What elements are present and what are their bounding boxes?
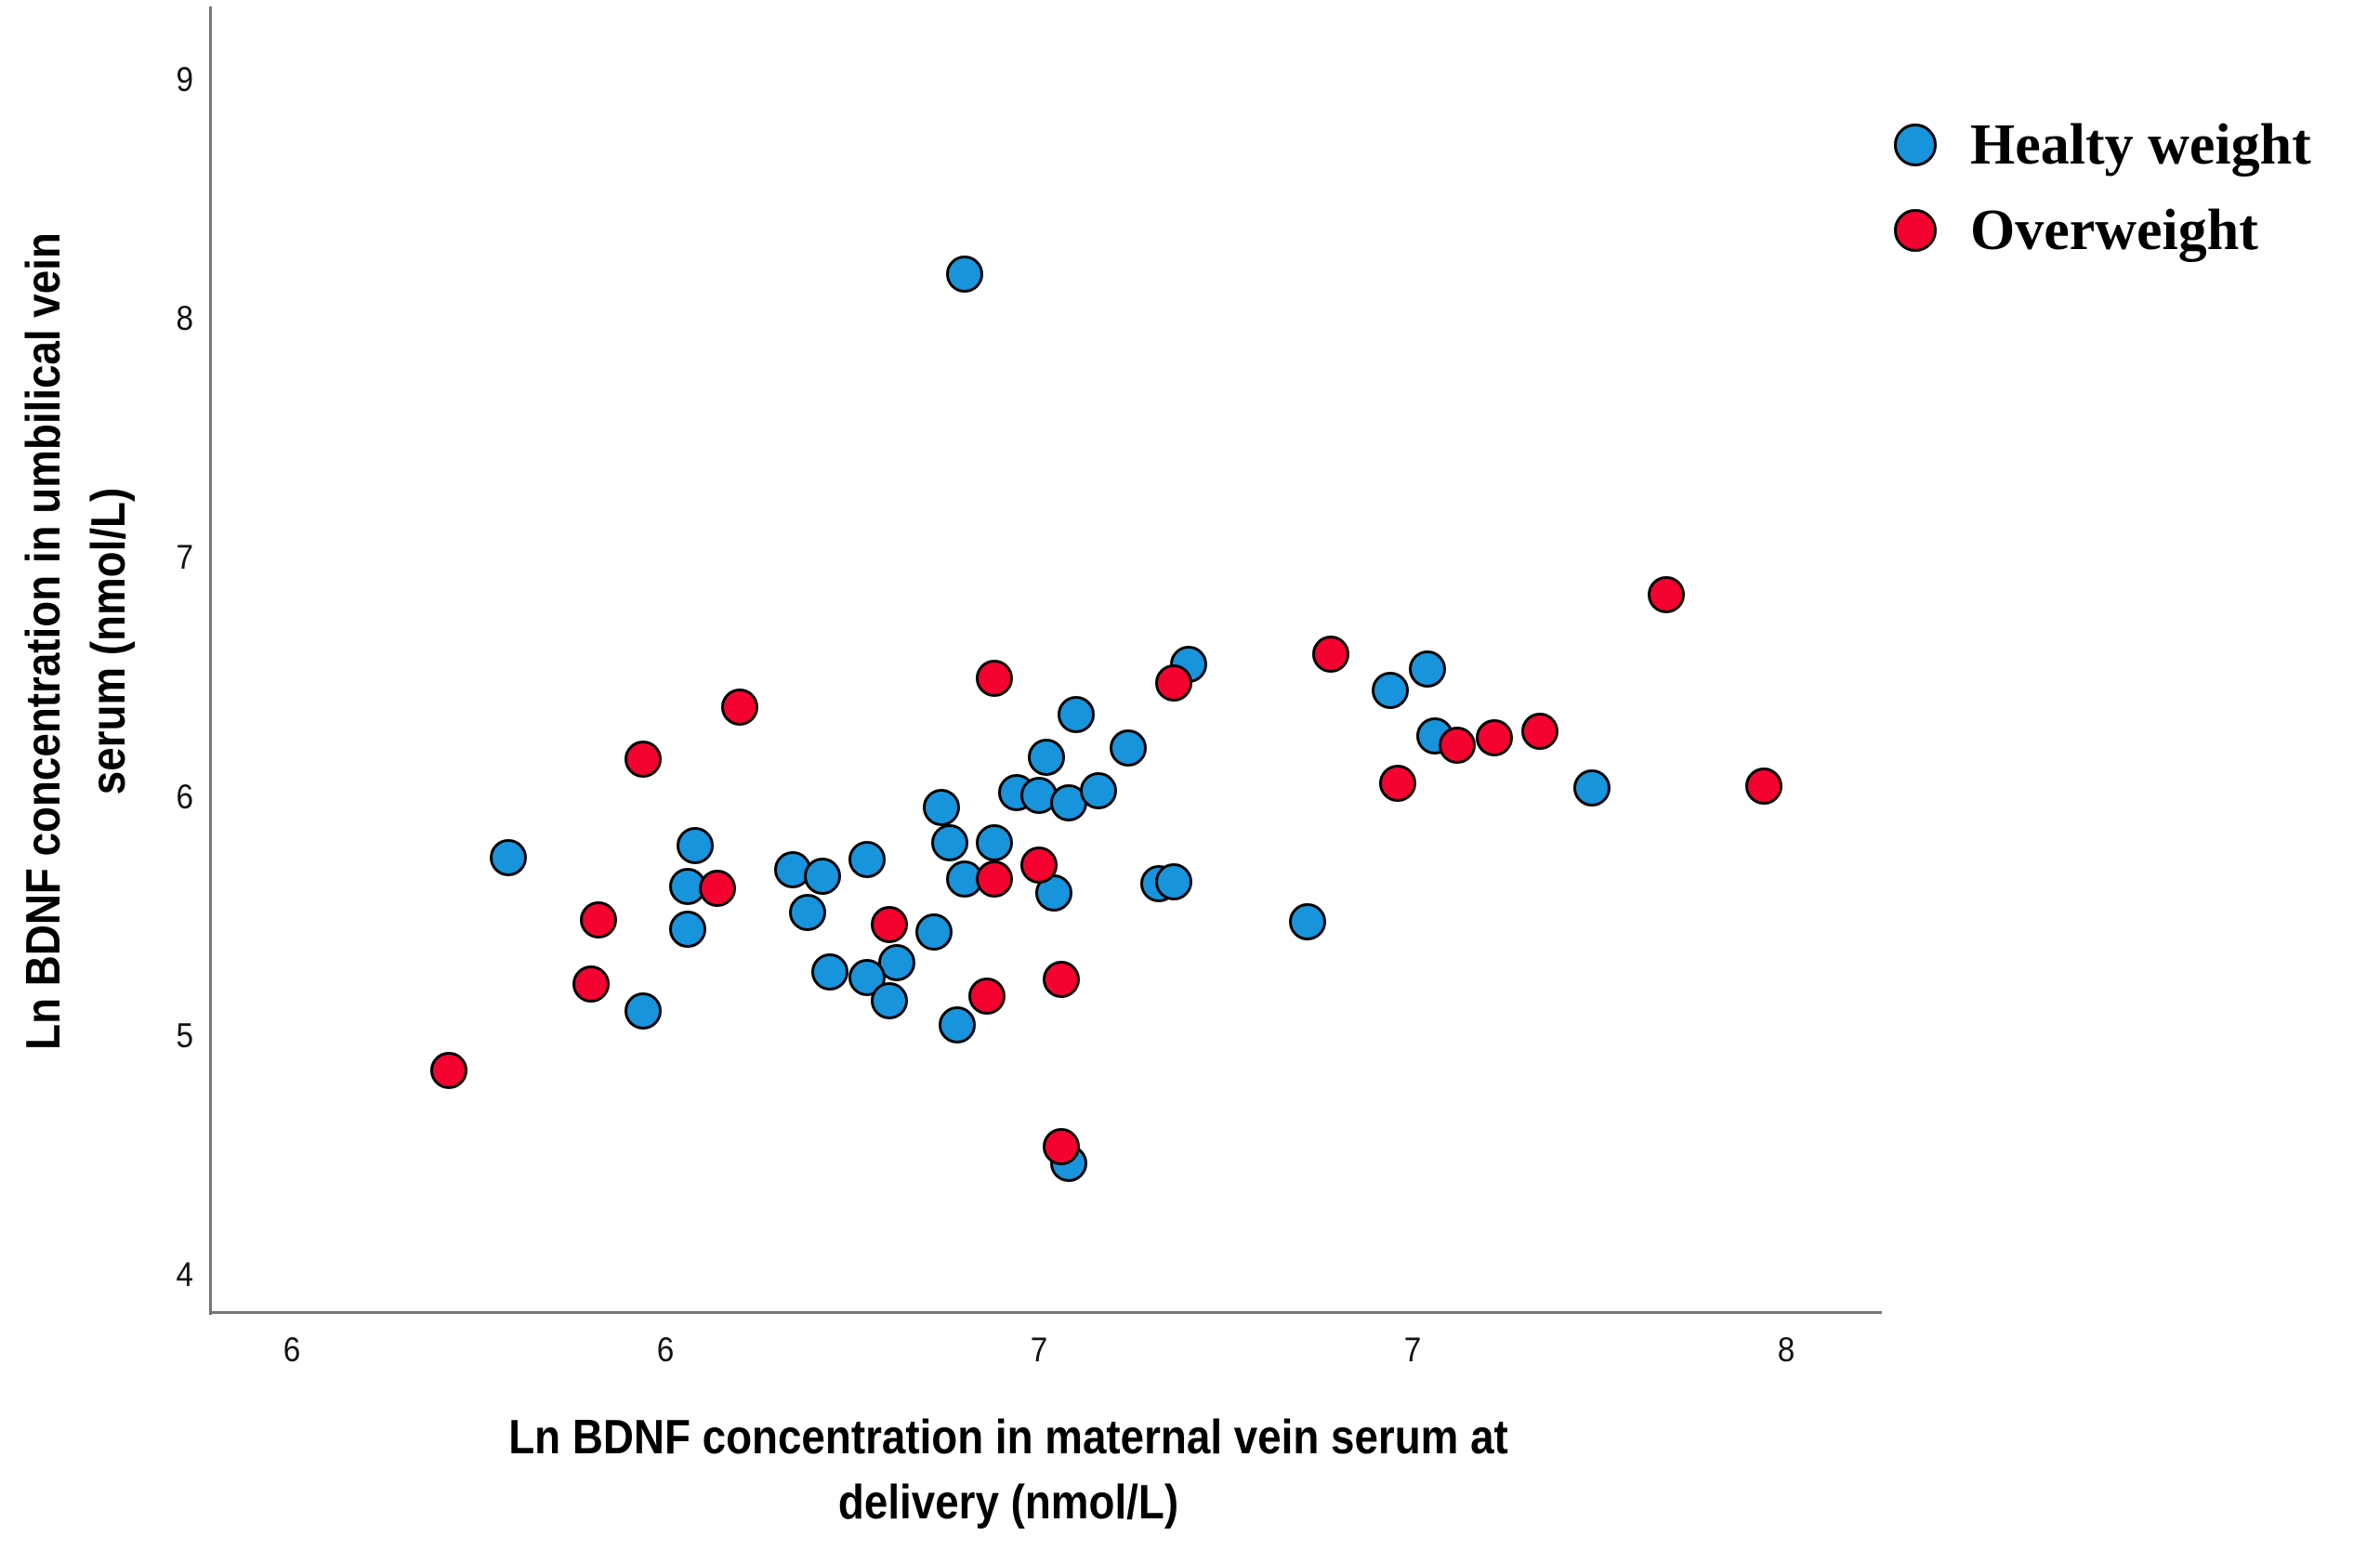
- data-point-overweight: [1520, 712, 1558, 750]
- x-tick-label: 6: [656, 1331, 675, 1369]
- legend-item-healthy-weight: Healty weight: [1894, 102, 2311, 188]
- legend-label-overweight: Overweight: [1970, 198, 2258, 262]
- data-point-healty-weight: [810, 953, 848, 991]
- x-tick-label: 8: [1777, 1331, 1795, 1369]
- data-point-overweight: [1476, 719, 1514, 757]
- x-axis-line: [209, 1311, 1882, 1314]
- data-point-overweight: [1043, 961, 1081, 999]
- overweight-marker-icon: [1894, 209, 1937, 252]
- data-point-healty-weight: [930, 824, 968, 862]
- x-tick-label: 7: [1030, 1331, 1048, 1369]
- y-tick-label: 9: [176, 60, 193, 98]
- legend-label-healthy-weight: Healty weight: [1970, 112, 2311, 177]
- data-point-overweight: [967, 978, 1006, 1016]
- data-point-healty-weight: [915, 912, 953, 951]
- data-point-healty-weight: [1080, 771, 1118, 809]
- y-axis-title-line1: Ln BDNF concentration in umbilical vein: [17, 232, 71, 1050]
- data-point-healty-weight: [848, 841, 887, 879]
- data-point-healty-weight: [1154, 862, 1192, 900]
- data-point-healty-weight: [803, 858, 841, 896]
- data-point-overweight: [624, 741, 662, 779]
- data-point-healty-weight: [1289, 903, 1327, 941]
- x-tick-label: 7: [1403, 1331, 1422, 1369]
- data-point-overweight: [699, 870, 737, 908]
- data-point-healty-weight: [975, 824, 1013, 862]
- data-point-overweight: [1744, 767, 1782, 805]
- data-point-overweight: [1378, 765, 1416, 803]
- x-tick-label: 6: [283, 1331, 301, 1369]
- data-point-overweight: [1311, 636, 1349, 674]
- y-tick-label: 6: [176, 777, 193, 816]
- legend-item-overweight: Overweight: [1894, 188, 2311, 273]
- data-point-overweight: [1439, 727, 1477, 765]
- data-point-overweight: [1154, 664, 1192, 702]
- data-point-overweight: [1020, 846, 1058, 884]
- data-point-overweight: [429, 1051, 467, 1089]
- data-point-overweight: [572, 965, 610, 1004]
- data-point-healty-weight: [624, 991, 662, 1030]
- healthy-weight-marker-icon: [1894, 124, 1937, 166]
- y-axis-title-line2: serum (nmol/L): [82, 487, 136, 795]
- data-point-healty-weight: [788, 894, 826, 932]
- data-point-healty-weight: [871, 982, 909, 1020]
- data-point-overweight: [975, 860, 1013, 899]
- data-point-healty-weight: [945, 256, 983, 294]
- x-axis-title: Ln BDNF concentration in maternal vein s…: [313, 1405, 1703, 1535]
- y-tick-label: 8: [176, 299, 193, 338]
- data-point-healty-weight: [490, 838, 528, 876]
- data-point-healty-weight: [923, 788, 961, 826]
- data-point-healty-weight: [1058, 695, 1096, 733]
- x-axis-title-line2: delivery (nmol/L): [837, 1476, 1179, 1529]
- data-point-overweight: [871, 905, 909, 943]
- y-tick-label: 7: [176, 538, 193, 577]
- data-point-healty-weight: [1110, 729, 1148, 767]
- data-point-healty-weight: [1371, 671, 1409, 709]
- data-point-healty-weight: [677, 827, 715, 865]
- y-axis-title: Ln BDNF concentration in umbilical vein …: [11, 69, 141, 1214]
- data-point-overweight: [721, 688, 759, 726]
- data-point-healty-weight: [1028, 738, 1066, 776]
- data-point-overweight: [1648, 575, 1686, 613]
- data-point-overweight: [579, 900, 617, 939]
- data-point-healty-weight: [669, 911, 707, 949]
- y-tick-label: 4: [176, 1255, 193, 1293]
- data-point-overweight: [975, 660, 1013, 697]
- y-axis-line: [209, 7, 212, 1315]
- data-point-healty-weight: [938, 1005, 976, 1044]
- data-point-healty-weight: [1572, 769, 1611, 807]
- data-point-healty-weight: [848, 958, 887, 996]
- data-point-healty-weight: [1409, 650, 1447, 688]
- x-axis-title-line1: Ln BDNF concentration in maternal vein s…: [508, 1411, 1508, 1464]
- data-point-overweight: [1043, 1128, 1081, 1166]
- legend: Healty weight Overweight: [1894, 102, 2311, 273]
- y-tick-label: 5: [176, 1016, 193, 1055]
